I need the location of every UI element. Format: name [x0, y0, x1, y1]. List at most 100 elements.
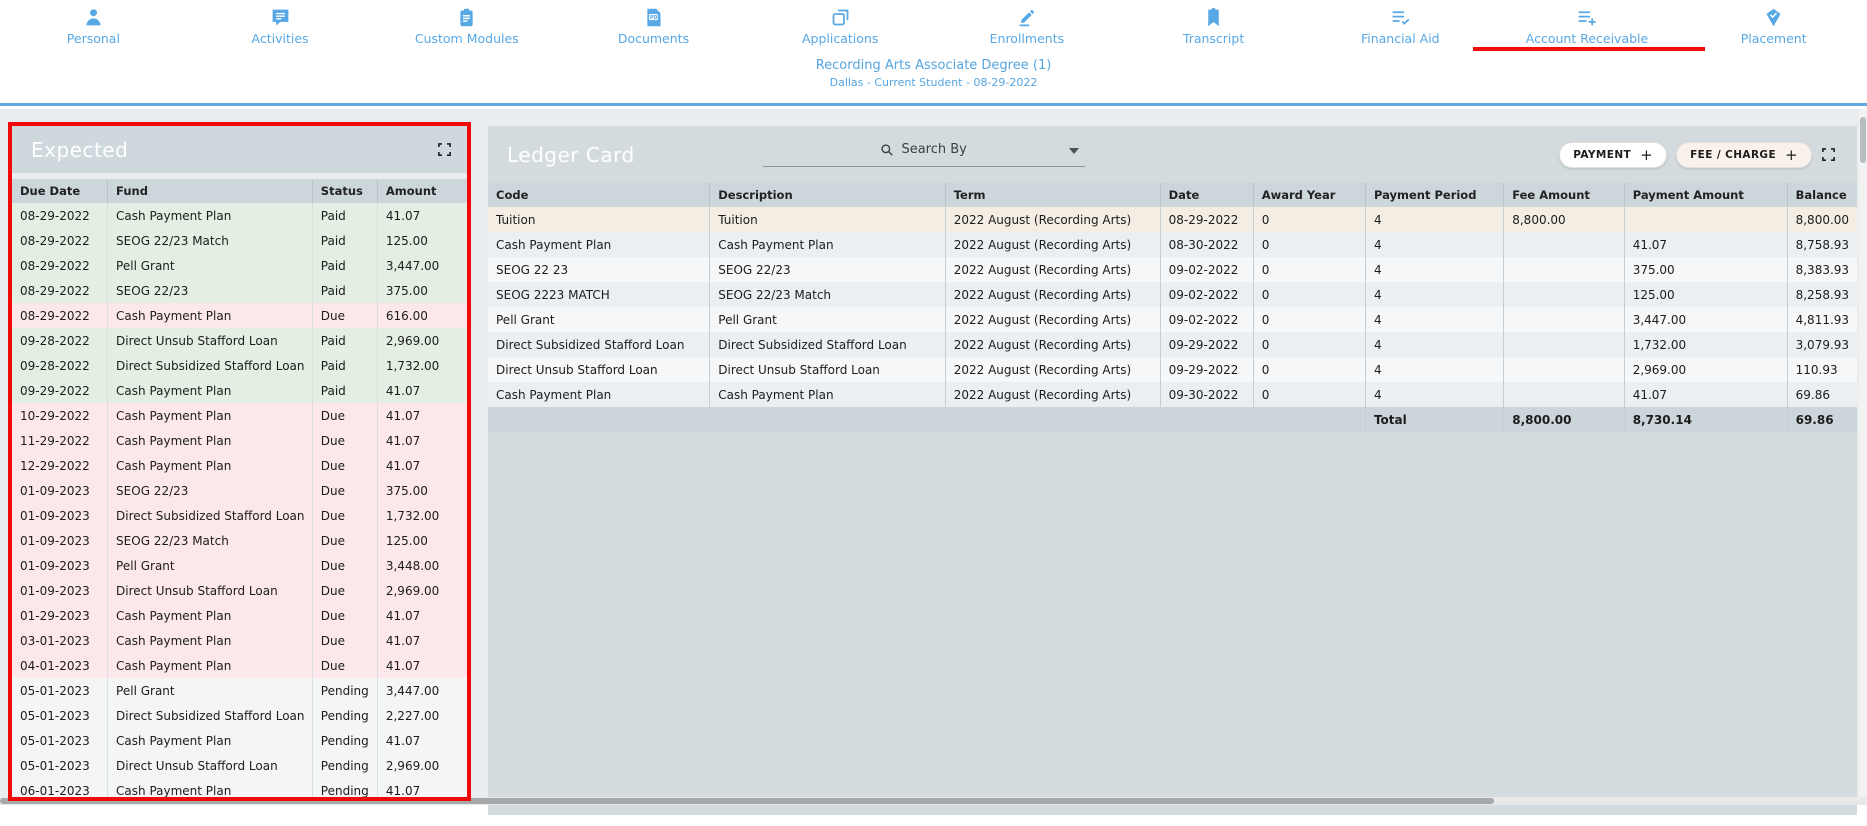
nav-item-account-receivable[interactable]: Account Receivable — [1494, 7, 1681, 46]
nav-item-transcript[interactable]: Transcript — [1120, 7, 1307, 46]
nav-item-custom-modules[interactable]: Custom Modules — [373, 7, 560, 46]
nav-item-enrollments[interactable]: Enrollments — [934, 7, 1121, 46]
cell-balance: 8,258.93 — [1787, 282, 1857, 307]
cell-payment-amount: 41.07 — [1624, 382, 1787, 407]
cell-status: Due — [312, 478, 377, 503]
cell-payment-period: 4 — [1365, 357, 1503, 382]
top-nav: Personal Activities Custom Modules PDF D… — [0, 0, 1867, 46]
nav-label: Documents — [618, 31, 689, 46]
horizontal-scrollbar-thumb[interactable] — [0, 798, 1494, 804]
cell-status: Due — [312, 428, 377, 453]
nav-item-placement[interactable]: Placement — [1680, 7, 1867, 46]
cell-due-date: 08-29-2022 — [12, 203, 108, 228]
horizontal-scrollbar[interactable] — [0, 797, 1867, 805]
expected-panel-header: Expected — [12, 126, 467, 173]
cell-amount: 2,969.00 — [377, 753, 467, 778]
fee-charge-button[interactable]: FEE / CHARGE+ — [1676, 142, 1812, 168]
program-title: Recording Arts Associate Degree (1) — [0, 58, 1867, 73]
cell-balance: 8,383.93 — [1787, 257, 1857, 282]
nav-label: Financial Aid — [1361, 31, 1440, 46]
cell-award-year: 0 — [1253, 382, 1365, 407]
cell-fund: Cash Payment Plan — [108, 453, 313, 478]
chevron-down-icon[interactable] — [1069, 148, 1079, 154]
cell-due-date: 09-28-2022 — [12, 328, 108, 353]
cell-term: 2022 August (Recording Arts) — [945, 257, 1160, 282]
expand-icon[interactable] — [437, 142, 452, 157]
cell-award-year: 0 — [1253, 282, 1365, 307]
vertical-scrollbar-thumb[interactable] — [1860, 117, 1866, 163]
nav-item-documents[interactable]: PDF Documents — [560, 7, 747, 46]
search-icon — [880, 143, 894, 157]
payment-button[interactable]: PAYMENT+ — [1559, 142, 1667, 168]
column-header-balance: Balance — [1787, 183, 1857, 207]
cell-due-date: 09-29-2022 — [12, 378, 108, 403]
cell-amount: 41.07 — [377, 603, 467, 628]
cell-due-date: 01-09-2023 — [12, 478, 108, 503]
cell-fund: Direct Subsidized Stafford Loan — [108, 703, 313, 728]
column-header-fund: Fund — [108, 179, 313, 203]
expand-icon[interactable] — [1821, 147, 1836, 162]
cell-fund: Cash Payment Plan — [108, 728, 313, 753]
nav-label: Applications — [802, 31, 878, 46]
ledger-card-header: Ledger Card Search By PAYMENT+ FEE / CHA… — [488, 126, 1857, 183]
nav-item-financial-aid[interactable]: Financial Aid — [1307, 7, 1494, 46]
cell-due-date: 10-29-2022 — [12, 403, 108, 428]
cell-amount: 41.07 — [377, 728, 467, 753]
cell-status: Due — [312, 303, 377, 328]
cell-due-date: 01-09-2023 — [12, 528, 108, 553]
cell-date: 09-02-2022 — [1160, 307, 1253, 332]
total-fee-amount: 8,800.00 — [1504, 407, 1624, 432]
nav-label: Placement — [1741, 31, 1807, 46]
transcript-icon — [1203, 7, 1224, 28]
nav-label: Activities — [252, 31, 309, 46]
fee-charge-button-label: FEE / CHARGE — [1690, 149, 1776, 161]
cell-payment-period: 4 — [1365, 332, 1503, 357]
cell-date: 08-30-2022 — [1160, 232, 1253, 257]
cell-status: Paid — [312, 378, 377, 403]
cell-status: Paid — [312, 203, 377, 228]
vertical-scrollbar[interactable] — [1859, 109, 1867, 797]
cell-fund: Direct Unsub Stafford Loan — [108, 753, 313, 778]
ledger-table: Code Description Term Date Award Year Pa… — [488, 183, 1857, 432]
nav-item-activities[interactable]: Activities — [187, 7, 374, 46]
cell-status: Pending — [312, 678, 377, 703]
nav-item-personal[interactable]: Personal — [0, 7, 187, 46]
nav-item-applications[interactable]: Applications — [747, 7, 934, 46]
cell-amount: 41.07 — [377, 428, 467, 453]
search-by-field[interactable]: Search By — [763, 142, 1085, 167]
documents-icon: PDF — [643, 7, 664, 28]
cell-due-date: 08-29-2022 — [12, 303, 108, 328]
